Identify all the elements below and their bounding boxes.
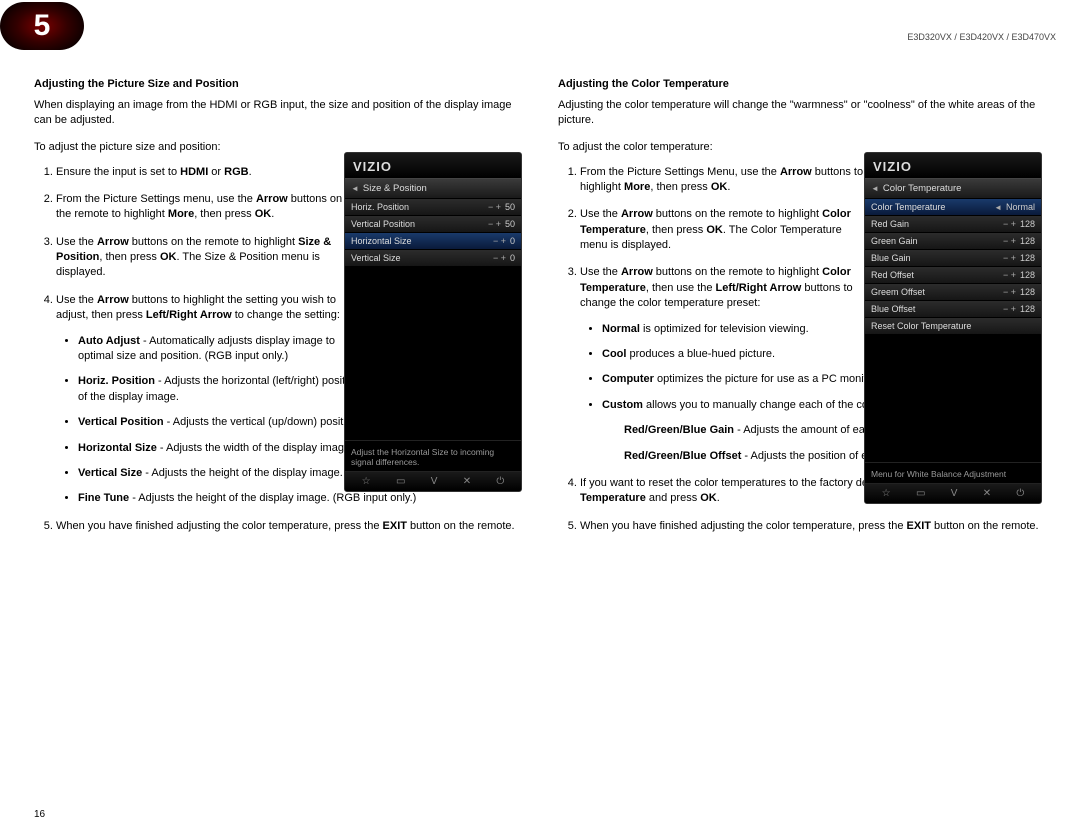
- osd-brand: VIZIO: [345, 153, 521, 178]
- back-icon: [351, 183, 359, 194]
- back-icon: [871, 183, 879, 194]
- bullet-item: Fine Tune - Adjusts the height of the di…: [78, 491, 532, 506]
- osd-row: Blue Gain− +128: [865, 250, 1041, 267]
- bullet-item: Cool produces a blue-hued picture.: [602, 347, 892, 362]
- power-icon: ⏻: [1016, 488, 1024, 499]
- bullet-item: Computer optimizes the picture for use a…: [602, 372, 892, 387]
- step-item: When you have finished adjusting the col…: [580, 519, 1056, 534]
- osd-row-selected: Horizontal Size− +0: [345, 233, 521, 250]
- bullet-item: Normal is optimized for television viewi…: [602, 322, 892, 337]
- step-item: Use the Arrow buttons on the remote to h…: [56, 235, 346, 281]
- osd-row-selected: Color TemperatureNormal: [865, 199, 1041, 216]
- chapter-number: 5: [34, 9, 51, 43]
- osd-help: Adjust the Horizontal Size to incoming s…: [345, 440, 521, 471]
- osd-breadcrumb: Size & Position: [345, 178, 521, 199]
- step-item: Ensure the input is set to HDMI or RGB.: [56, 165, 346, 180]
- step-item: From the Picture Settings Menu, use the …: [580, 165, 870, 196]
- star-icon: ☆: [882, 488, 891, 499]
- osd-row: Reset Color Temperature: [865, 318, 1041, 335]
- star-icon: ☆: [362, 476, 371, 487]
- osd-row: Blue Offset− +128: [865, 301, 1041, 318]
- osd-row: Vertical Size− +0: [345, 250, 521, 267]
- lead-in: To adjust the picture size and position:: [34, 140, 324, 155]
- osd-help: Menu for White Balance Adjustment: [865, 462, 1041, 483]
- bullet-item: Auto Adjust - Automatically adjusts disp…: [78, 334, 368, 365]
- page-header: 5 E3D320VX / E3D420VX / E3D470VX: [0, 0, 1080, 54]
- section-title: Adjusting the Picture Size and Position: [34, 78, 532, 90]
- osd-footer: ☆ ▭ V ✕ ⏻: [865, 483, 1041, 503]
- osd-row: Greem Offset− +128: [865, 284, 1041, 301]
- power-icon: ⏻: [496, 476, 504, 487]
- section-title: Adjusting the Color Temperature: [558, 78, 1056, 90]
- v-icon: V: [431, 476, 438, 487]
- step-item: Use the Arrow buttons on the remote to h…: [580, 207, 870, 253]
- widget-icon: ▭: [916, 488, 925, 499]
- osd-row: Horiz. Position− +50: [345, 199, 521, 216]
- osd-row: Red Offset− +128: [865, 267, 1041, 284]
- osd-color-temperature: VIZIO Color Temperature Color Temperatur…: [864, 152, 1042, 504]
- v-icon: V: [951, 488, 958, 499]
- close-icon: ✕: [983, 488, 991, 499]
- page-number: 16: [34, 809, 45, 820]
- close-icon: ✕: [463, 476, 471, 487]
- step-item: When you have finished adjusting the col…: [56, 519, 532, 534]
- intro-text: When displaying an image from the HDMI o…: [34, 98, 532, 128]
- model-numbers: E3D320VX / E3D420VX / E3D470VX: [907, 32, 1056, 42]
- osd-size-position: VIZIO Size & Position Horiz. Position− +…: [344, 152, 522, 492]
- bullet-item: Horiz. Position - Adjusts the horizontal…: [78, 374, 368, 405]
- osd-brand: VIZIO: [865, 153, 1041, 178]
- lead-in: To adjust the color temperature:: [558, 140, 848, 155]
- osd-row: Red Gain− +128: [865, 216, 1041, 233]
- intro-text: Adjusting the color temperature will cha…: [558, 98, 1056, 128]
- step-item: From the Picture Settings menu, use the …: [56, 192, 346, 223]
- chapter-badge: 5: [0, 2, 84, 50]
- widget-icon: ▭: [396, 476, 405, 487]
- osd-row: Vertical Position− +50: [345, 216, 521, 233]
- osd-footer: ☆ ▭ V ✕ ⏻: [345, 471, 521, 491]
- osd-breadcrumb: Color Temperature: [865, 178, 1041, 199]
- osd-row: Green Gain− +128: [865, 233, 1041, 250]
